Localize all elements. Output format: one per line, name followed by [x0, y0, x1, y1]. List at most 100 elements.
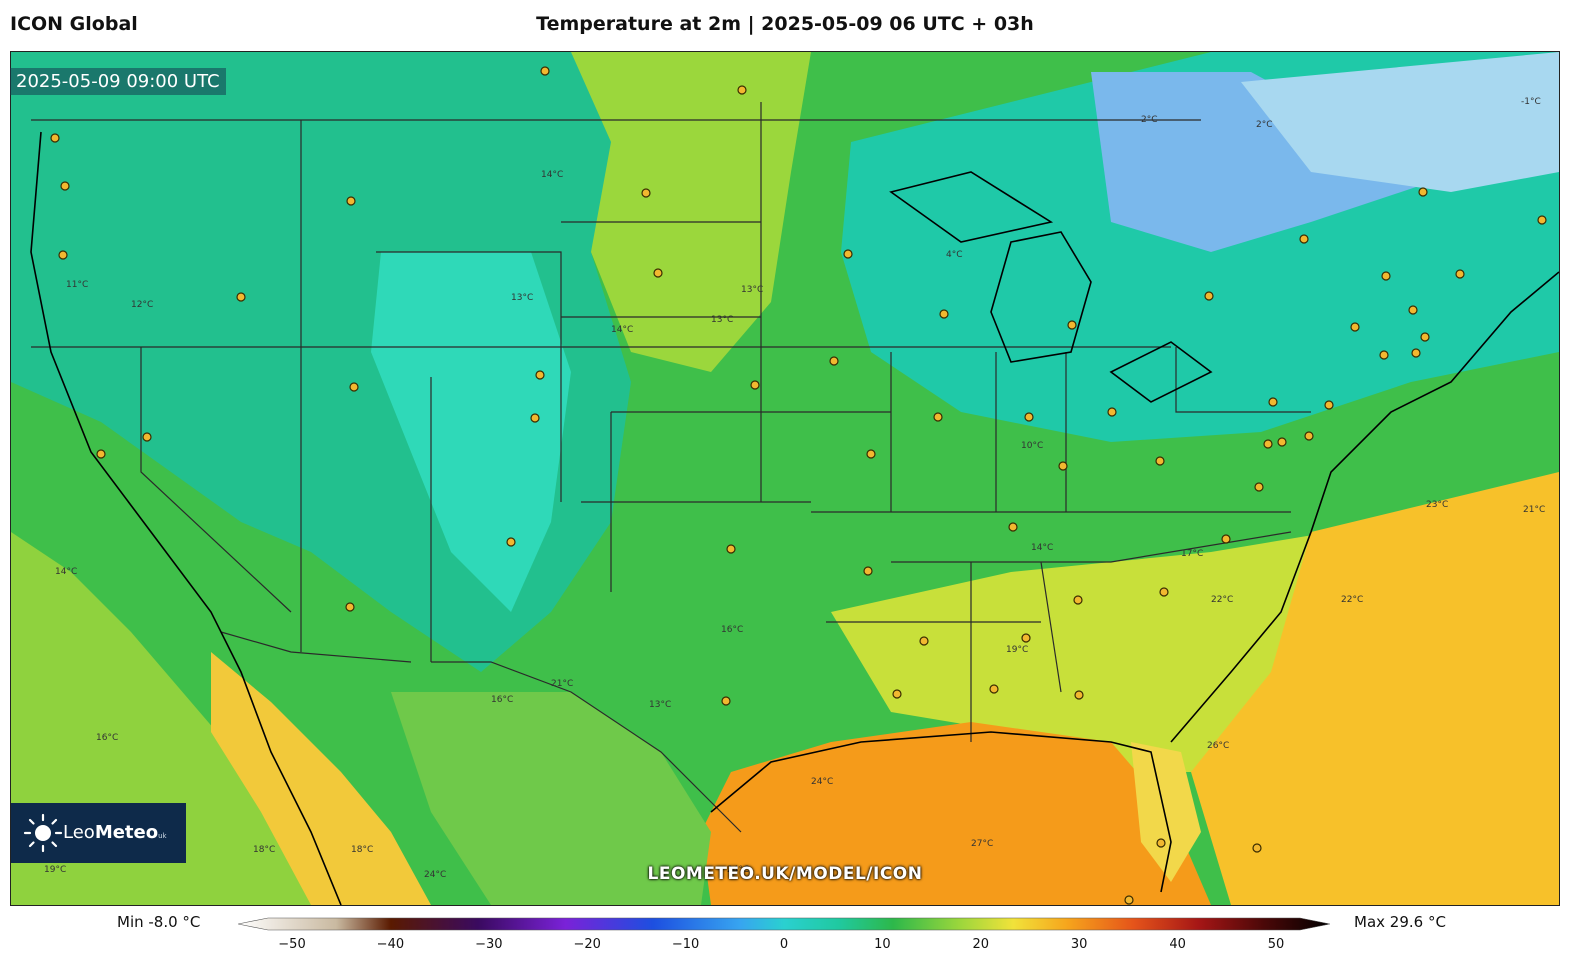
city-marker[interactable]	[1455, 269, 1465, 279]
isotherm-label: 14°C	[55, 567, 77, 577]
city-marker[interactable]	[919, 636, 929, 646]
city-marker[interactable]	[1418, 187, 1428, 197]
city-marker[interactable]	[1021, 633, 1031, 643]
city-marker[interactable]	[1074, 690, 1084, 700]
city-marker[interactable]	[1304, 431, 1314, 441]
isotherm-label: 14°C	[541, 170, 563, 180]
city-marker[interactable]	[1124, 895, 1134, 905]
isotherm-label: 22°C	[1211, 595, 1233, 605]
city-marker[interactable]	[1268, 397, 1278, 407]
city-marker[interactable]	[1155, 456, 1165, 466]
city-marker[interactable]	[1008, 522, 1018, 532]
colorbar-tick-label: 20	[972, 937, 990, 952]
isotherm-label: 19°C	[44, 865, 66, 875]
city-marker[interactable]	[1159, 587, 1169, 597]
city-marker[interactable]	[1073, 595, 1083, 605]
city-marker[interactable]	[829, 356, 839, 366]
leometeo-logo[interactable]: LeoMeteouk	[11, 803, 186, 863]
florida-region	[1131, 742, 1201, 882]
isotherm-label: 16°C	[721, 625, 743, 635]
city-marker[interactable]	[1204, 291, 1214, 301]
city-marker[interactable]	[726, 544, 736, 554]
city-marker[interactable]	[933, 412, 943, 422]
city-marker[interactable]	[1254, 482, 1264, 492]
isotherm-labels: 14°C 13°C 13°C 14°C 16°C 16°C 18°C 18°C 19°C 24°C…	[44, 97, 1545, 880]
city-marker[interactable]	[1263, 439, 1273, 449]
city-marker[interactable]	[939, 309, 949, 319]
city-marker[interactable]	[346, 196, 356, 206]
city-marker[interactable]	[1252, 843, 1262, 853]
city-marker[interactable]	[1350, 322, 1360, 332]
city-marker[interactable]	[843, 249, 853, 259]
city-marker[interactable]	[737, 85, 747, 95]
city-marker[interactable]	[1381, 271, 1391, 281]
city-marker[interactable]	[1379, 350, 1389, 360]
isotherm-label: 4°C	[946, 250, 963, 260]
state-borders	[31, 102, 1311, 833]
city-marker[interactable]	[345, 602, 355, 612]
mexico-region	[391, 692, 711, 905]
quebec-cold-region	[1241, 52, 1559, 192]
city-marker[interactable]	[60, 181, 70, 191]
city-marker[interactable]	[58, 250, 68, 260]
rockies-cold-region	[371, 252, 571, 612]
city-marker[interactable]	[1324, 400, 1334, 410]
city-marker[interactable]	[641, 188, 651, 198]
city-marker[interactable]	[892, 689, 902, 699]
isotherm-label: 17°C	[1181, 549, 1203, 559]
city-marker[interactable]	[1408, 305, 1418, 315]
isotherm-label: 24°C	[727, 865, 749, 875]
city-marker[interactable]	[1156, 838, 1166, 848]
colorbar-tick-label: −10	[671, 937, 700, 952]
isotherm-label: 13°C	[649, 700, 671, 710]
city-marker[interactable]	[721, 696, 731, 706]
city-marker[interactable]	[1058, 461, 1068, 471]
city-marker[interactable]	[236, 292, 246, 302]
city-marker[interactable]	[1420, 332, 1430, 342]
city-marker[interactable]	[142, 432, 152, 442]
city-marker[interactable]	[1024, 412, 1034, 422]
canada-cold-region	[1091, 72, 1431, 252]
city-marker[interactable]	[1299, 234, 1309, 244]
city-marker[interactable]	[96, 449, 106, 459]
isotherm-label: 11°C	[66, 280, 88, 290]
city-markers	[50, 66, 1547, 905]
city-marker[interactable]	[1277, 437, 1287, 447]
logo-brand-bold: Meteo	[94, 822, 159, 843]
isotherm-label: 2°C	[1141, 115, 1158, 125]
city-marker[interactable]	[866, 449, 876, 459]
city-marker[interactable]	[653, 268, 663, 278]
watermark-url[interactable]: LEOMETEO.UK/MODEL/ICON	[647, 864, 923, 884]
city-marker[interactable]	[1067, 320, 1077, 330]
northern-plains-region	[571, 52, 811, 372]
sun-icon	[23, 813, 63, 853]
city-marker[interactable]	[1221, 534, 1231, 544]
coastlines	[30, 131, 1559, 905]
city-marker[interactable]	[989, 684, 999, 694]
city-marker[interactable]	[535, 370, 545, 380]
colorbar-tick-label: 50	[1267, 937, 1285, 952]
isotherm-label: 22°C	[1341, 595, 1363, 605]
colorbar-tick-label: 40	[1169, 937, 1186, 952]
temperature-map[interactable]: 14°C 13°C 13°C 14°C 16°C 16°C 18°C 18°C 19°C 24°C…	[10, 51, 1560, 906]
isotherm-label: 18°C	[351, 845, 373, 855]
map-canvas: 14°C 13°C 13°C 14°C 16°C 16°C 18°C 18°C 19°C 24°C…	[11, 52, 1559, 905]
city-marker[interactable]	[863, 566, 873, 576]
isotherm-label: 16°C	[491, 695, 513, 705]
colorbar-tick-label: −40	[376, 937, 405, 952]
city-marker[interactable]	[540, 66, 550, 76]
city-marker[interactable]	[530, 413, 540, 423]
city-marker[interactable]	[50, 133, 60, 143]
isotherm-label: 14°C	[611, 325, 633, 335]
isotherm-label: 26°C	[1207, 741, 1229, 751]
city-marker[interactable]	[506, 537, 516, 547]
city-marker[interactable]	[349, 382, 359, 392]
city-marker[interactable]	[1537, 215, 1547, 225]
city-marker[interactable]	[750, 380, 760, 390]
isotherm-label: 14°C	[1031, 543, 1053, 553]
colorbar-tick-label: −20	[573, 937, 601, 952]
city-marker[interactable]	[1411, 348, 1421, 358]
atlantic-warm-region	[1191, 472, 1559, 905]
city-marker[interactable]	[1107, 407, 1117, 417]
logo-wordmark: LeoMeteouk	[63, 822, 167, 843]
